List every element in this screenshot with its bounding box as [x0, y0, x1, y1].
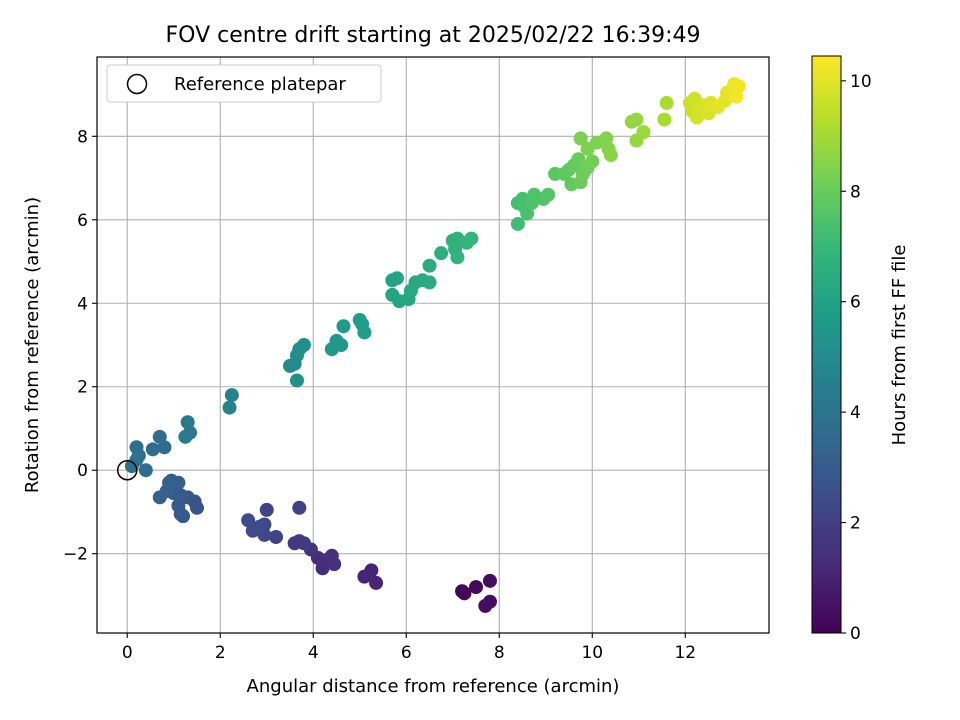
data-point [157, 440, 172, 455]
data-point [145, 442, 160, 457]
colorbar-label: Hours from first FF file [889, 245, 910, 446]
data-point [457, 586, 472, 601]
data-point [164, 473, 179, 488]
data-point [364, 563, 379, 578]
data-point [450, 250, 465, 265]
data-point [296, 536, 311, 551]
legend: Reference platepar [106, 64, 382, 103]
data-point [259, 502, 274, 517]
colorbar-tick-label: 10 [850, 72, 872, 92]
y-axis-ticks: −2 0 2 4 6 8 [63, 127, 97, 565]
x-tick-label: 8 [494, 643, 505, 663]
colorbar-tick-label: 6 [850, 293, 861, 313]
x-axis-ticks: 0 2 4 6 8 10 12 [122, 633, 696, 663]
x-tick-label: 0 [122, 643, 133, 663]
data-point [369, 575, 384, 590]
legend-reference-marker [126, 73, 148, 95]
data-point [603, 148, 618, 163]
data-point [292, 500, 307, 515]
y-tick-label: 4 [77, 294, 88, 314]
data-point [178, 429, 193, 444]
data-point [657, 112, 672, 127]
data-point [176, 509, 191, 524]
data-point [585, 154, 600, 169]
data-point [129, 452, 144, 467]
chart-title: FOV centre drift starting at 2025/02/22 … [166, 23, 701, 48]
y-tick-label: 2 [77, 378, 88, 398]
data-point [599, 131, 614, 146]
data-point [469, 580, 484, 595]
data-point [324, 342, 339, 357]
legend-box [106, 64, 382, 103]
x-tick-label: 12 [674, 643, 696, 663]
x-tick-label: 4 [308, 643, 319, 663]
data-point [152, 490, 167, 505]
x-tick-label: 6 [401, 643, 412, 663]
data-point [422, 275, 437, 290]
data-point [222, 400, 237, 415]
y-tick-label: 8 [77, 127, 88, 147]
reference-platepar-marker [116, 459, 138, 481]
data-point [434, 246, 449, 261]
colorbar: 0 2 4 6 8 10 Hours from first FF file [811, 55, 910, 644]
data-point [482, 573, 497, 588]
data-point [296, 338, 311, 352]
data-point [252, 519, 267, 534]
colorbar-gradient [811, 55, 842, 634]
data-point [357, 325, 372, 340]
data-point [138, 463, 153, 478]
colorbar-tick-label: 2 [850, 514, 861, 534]
data-point [689, 110, 704, 125]
data-point [389, 271, 404, 286]
data-point [571, 152, 586, 167]
data-point [171, 498, 186, 513]
data-point [464, 231, 479, 246]
data-point [636, 125, 651, 140]
data-point [573, 131, 588, 146]
x-axis-label: Angular distance from reference (arcmin) [247, 676, 620, 697]
data-point [659, 95, 674, 110]
data-point [269, 530, 284, 544]
x-tick-label: 10 [581, 643, 603, 663]
y-tick-label: 6 [77, 211, 88, 231]
data-point [241, 513, 256, 528]
data-point [729, 89, 744, 104]
colorbar-ticks: 0 2 4 6 8 10 [841, 72, 872, 644]
x-tick-label: 2 [215, 643, 226, 663]
data-point [510, 216, 525, 231]
colorbar-tick-label: 8 [850, 182, 861, 202]
plot-frame [96, 56, 770, 634]
data-point [336, 319, 351, 334]
data-point [731, 79, 746, 94]
data-point [629, 112, 644, 127]
reference-marker-layer [116, 459, 138, 481]
y-tick-label: 0 [77, 461, 88, 481]
data-point [327, 557, 342, 572]
data-point [541, 187, 556, 202]
data-point [224, 388, 239, 403]
data-point [422, 258, 437, 273]
data-point [289, 373, 304, 388]
grid-lines [97, 57, 769, 633]
data-point [152, 429, 167, 444]
data-point [520, 206, 535, 221]
colorbar-tick-label: 4 [850, 403, 861, 423]
data-point [482, 594, 497, 609]
data-points [124, 77, 746, 613]
data-point [180, 415, 195, 430]
colorbar-tick-label: 0 [850, 624, 861, 644]
legend-reference-label: Reference platepar [174, 74, 346, 95]
y-axis-label: Rotation from reference (arcmin) [22, 197, 43, 493]
data-point [189, 500, 204, 515]
y-tick-label: −2 [63, 545, 88, 565]
